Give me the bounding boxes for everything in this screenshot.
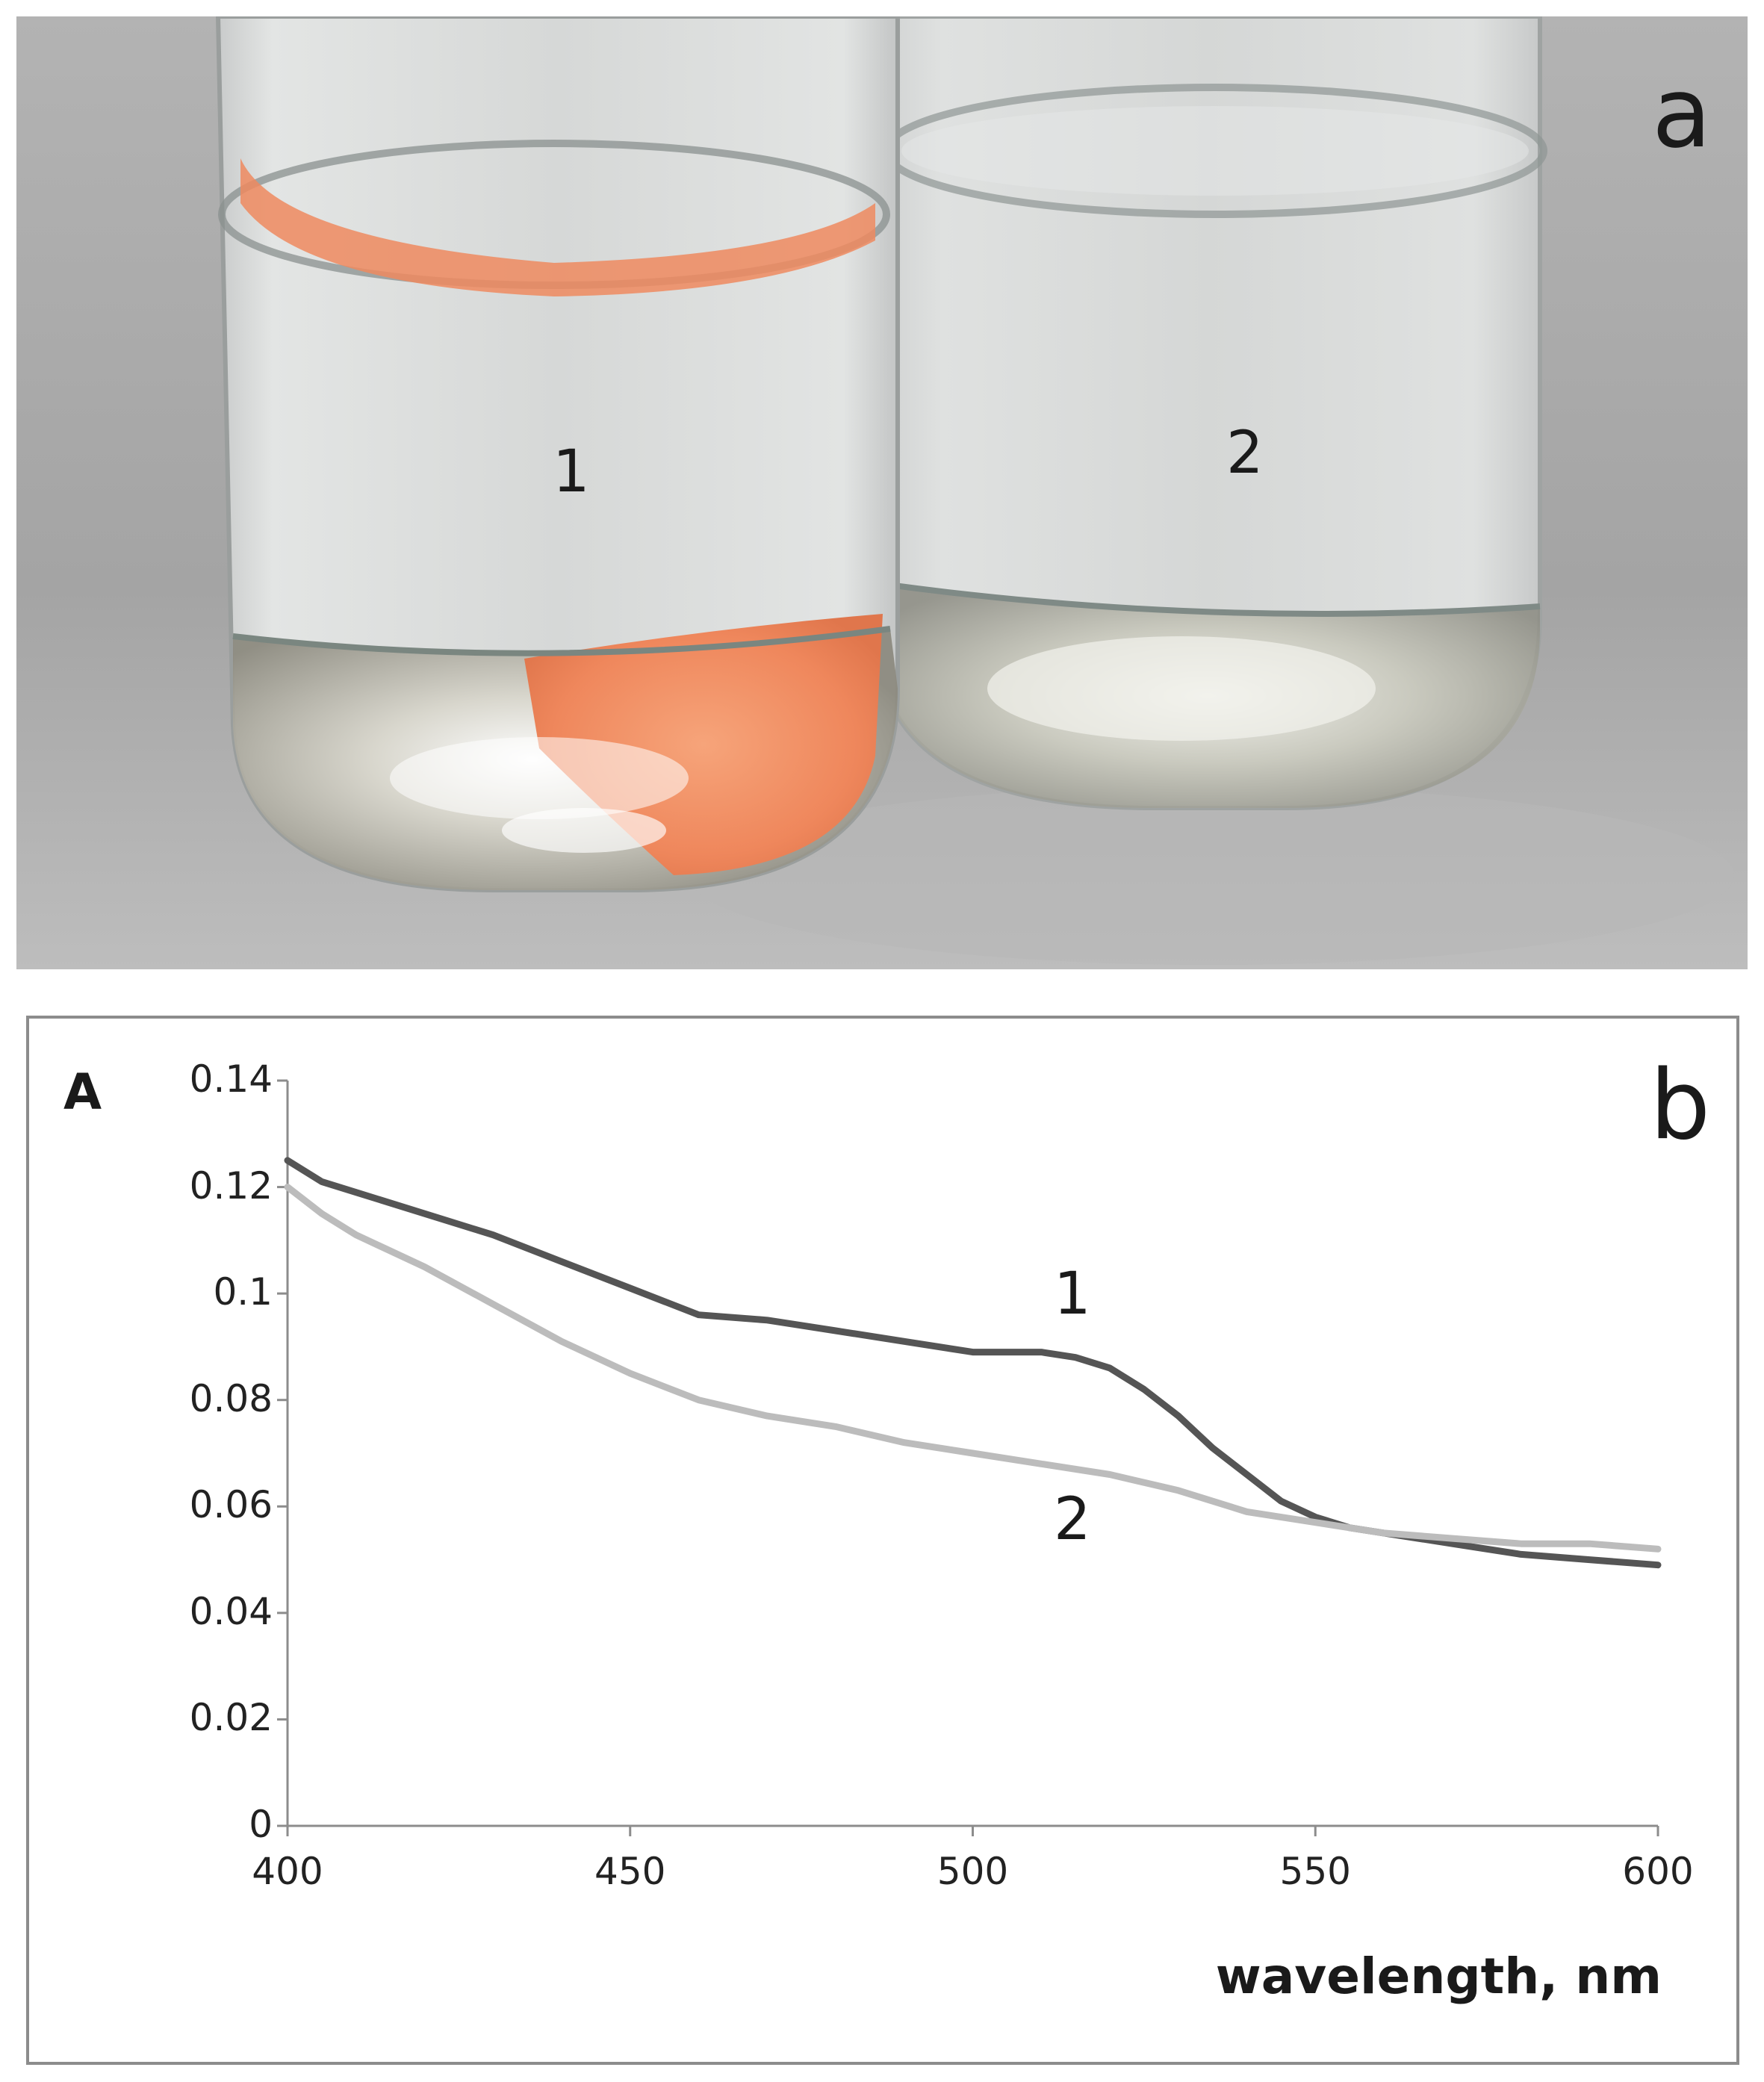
photo-panel: a 1 2 xyxy=(16,16,1748,969)
x-tick-label: 400 xyxy=(252,1850,323,1893)
chart-series xyxy=(284,1157,1662,1569)
series-1-label: 1 xyxy=(1053,1260,1091,1328)
series-2-label: 2 xyxy=(1053,1485,1091,1553)
x-tick-label: 600 xyxy=(1622,1850,1694,1893)
panel-letter-a: a xyxy=(1652,56,1712,170)
vial-1 xyxy=(215,16,900,892)
x-tick-label: 450 xyxy=(594,1850,666,1893)
x-tick-label: 550 xyxy=(1279,1850,1351,1893)
panel-letter-b: b xyxy=(1650,1050,1711,1161)
chart-panel: A wavelength, nm b 0 0.02 0.04 0.06 0.08 0.1 0… xyxy=(26,1016,1739,2065)
vials-photo xyxy=(16,16,1748,969)
y-tick-label: 0.02 xyxy=(189,1696,273,1740)
y-tick-label: 0.06 xyxy=(189,1483,273,1527)
x-axis-label: wavelength, nm xyxy=(1215,1948,1662,2005)
y-axis-label: A xyxy=(63,1063,102,1121)
y-tick-label: 0.1 xyxy=(213,1270,273,1314)
series-2-line xyxy=(284,1184,1662,1553)
vial-2 xyxy=(872,16,1547,810)
y-tick-label: 0.08 xyxy=(189,1376,273,1420)
x-tick-label: 500 xyxy=(937,1850,1009,1893)
y-tick-label: 0.14 xyxy=(189,1057,273,1101)
y-tick-label: 0 xyxy=(249,1803,273,1846)
absorbance-chart xyxy=(277,1079,1662,1836)
y-tick-label: 0.12 xyxy=(189,1163,273,1208)
y-tick-label: 0.04 xyxy=(189,1589,273,1633)
series-1-line xyxy=(284,1157,1662,1569)
vial-2-label: 2 xyxy=(1226,420,1264,487)
chart-axes xyxy=(277,1079,1659,1836)
vial-1-label: 1 xyxy=(553,438,590,506)
